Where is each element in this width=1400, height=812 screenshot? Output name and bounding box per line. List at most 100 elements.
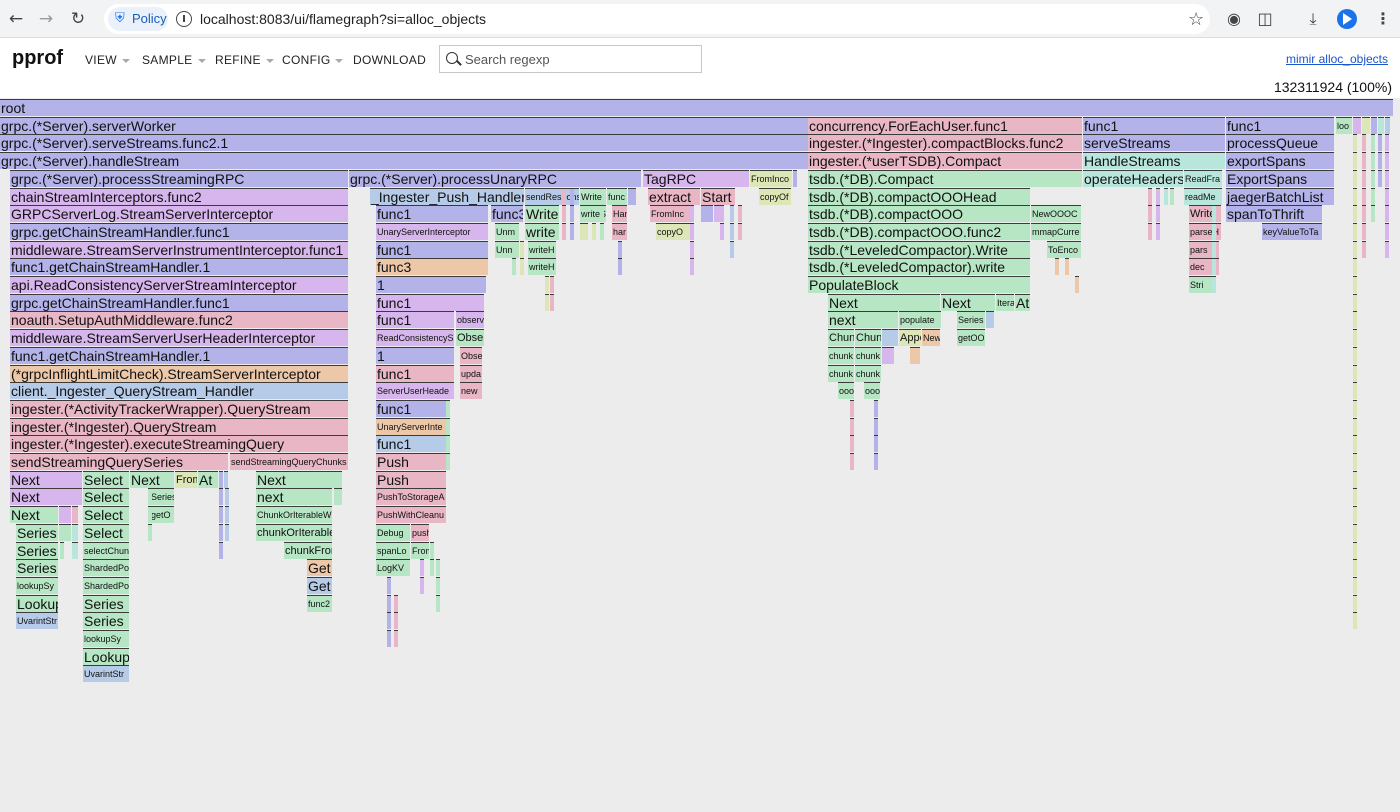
flame-frame-sliver[interactable] xyxy=(1371,169,1375,187)
flame-frame[interactable]: ingester.(*userTSDB).Compact xyxy=(808,152,1082,170)
flame-frame[interactable]: func1 xyxy=(376,293,484,311)
flame-frame[interactable]: api.ReadConsistencyServerStreamIntercept… xyxy=(10,276,348,293)
flame-frame[interactable]: concurrency.ForEachUser.func1 xyxy=(808,116,1082,134)
flame-frame[interactable]: ReadFra xyxy=(1184,169,1222,187)
flame-frame-sliver[interactable] xyxy=(1385,169,1389,187)
flame-frame[interactable]: Get xyxy=(307,576,332,594)
flame-frame-sliver[interactable] xyxy=(1353,382,1357,400)
flame-frame[interactable]: ShardedPo xyxy=(83,576,129,594)
flame-frame[interactable]: chunk xyxy=(855,346,881,364)
flame-frame-sliver[interactable] xyxy=(420,559,424,577)
flame-frame-sliver[interactable] xyxy=(1212,222,1216,240)
flame-frame[interactable] xyxy=(1353,116,1361,134)
flame-frame[interactable]: Obse xyxy=(460,346,482,364)
flame-frame[interactable]: chainStreamInterceptors.func2 xyxy=(10,187,348,205)
flame-frame[interactable]: Series xyxy=(957,311,985,329)
flame-frame-sliver[interactable] xyxy=(1353,205,1357,223)
flame-frame[interactable]: UnaryServerInterceptor xyxy=(376,222,488,240)
flame-frame[interactable]: writeH xyxy=(528,240,556,258)
flame-frame[interactable]: FromInco xyxy=(750,169,792,187)
flame-frame[interactable] xyxy=(59,506,71,524)
flame-frame-sliver[interactable] xyxy=(600,205,604,223)
policy-chip[interactable]: ⛨ Policy xyxy=(108,7,168,31)
flame-frame-sliver[interactable] xyxy=(730,222,734,240)
flame-frame-sliver[interactable] xyxy=(1148,187,1152,205)
flame-frame[interactable]: Series xyxy=(83,594,129,612)
flame-frame[interactable]: Next xyxy=(10,470,82,488)
flame-frame[interactable]: Han xyxy=(612,205,627,223)
flame-frame-sliver[interactable] xyxy=(562,205,566,223)
flame-frame-sliver[interactable] xyxy=(1353,276,1357,293)
flame-frame-sliver[interactable] xyxy=(1353,523,1357,541)
flame-frame[interactable]: NewOOOC xyxy=(1031,205,1081,223)
flame-frame-sliver[interactable] xyxy=(1353,435,1357,453)
flame-frame[interactable]: Stri xyxy=(1189,276,1215,293)
search-input[interactable] xyxy=(465,46,695,72)
flame-frame-sliver[interactable] xyxy=(225,523,229,541)
flame-frame[interactable]: func xyxy=(607,187,627,205)
flame-frame[interactable]: grpc.(*Server).serverWorker xyxy=(0,116,808,134)
flame-frame-sliver[interactable] xyxy=(874,453,878,470)
flame-frame-sliver[interactable] xyxy=(1353,541,1357,559)
flame-frame-sliver[interactable] xyxy=(1362,152,1366,170)
flame-frame-sliver[interactable] xyxy=(1055,258,1059,276)
flame-frame[interactable]: At xyxy=(198,470,218,488)
refine-menu[interactable]: REFINE xyxy=(215,53,274,67)
flame-frame-sliver[interactable] xyxy=(1371,134,1375,152)
flame-frame[interactable] xyxy=(1371,116,1377,134)
flame-frame[interactable]: Select xyxy=(83,488,129,506)
extension-icon[interactable]: ◉ xyxy=(1227,9,1241,28)
flame-frame[interactable]: func1 xyxy=(376,311,454,329)
flame-frame-sliver[interactable] xyxy=(850,435,854,453)
flame-frame[interactable]: middleware.StreamServerInstrumentInterce… xyxy=(10,240,348,258)
flame-frame[interactable] xyxy=(1385,116,1390,134)
profile-icon[interactable] xyxy=(1337,9,1357,29)
flame-frame-sliver[interactable] xyxy=(850,453,854,470)
flame-frame[interactable]: Unm xyxy=(495,222,519,240)
flame-frame[interactable] xyxy=(219,506,223,524)
flame-frame[interactable]: chunkFromS xyxy=(284,541,332,559)
flame-frame[interactable] xyxy=(334,488,342,506)
flame-frame[interactable]: ingester.(*Ingester).executeStreamingQue… xyxy=(10,435,348,453)
flame-frame[interactable]: PushWithCleanu xyxy=(376,506,446,524)
flame-frame[interactable]: chunk xyxy=(855,364,881,382)
flame-frame[interactable]: copyOf xyxy=(759,187,791,205)
flame-frame-sliver[interactable] xyxy=(1385,134,1389,152)
flame-frame[interactable]: pars xyxy=(1189,240,1219,258)
flame-frame-sliver[interactable] xyxy=(1385,187,1389,205)
flame-frame[interactable]: tsdb.(*DB).compactOOOHead xyxy=(808,187,1030,205)
flame-frame-sliver[interactable] xyxy=(690,258,694,276)
flame-frame-sliver[interactable] xyxy=(1353,453,1357,470)
flame-frame[interactable]: (*grpcInflightLimitCheck).StreamServerIn… xyxy=(10,364,348,382)
flame-frame-sliver[interactable] xyxy=(1353,399,1357,417)
flame-frame-sliver[interactable] xyxy=(1353,222,1357,240)
flame-frame-sliver[interactable] xyxy=(1353,346,1357,364)
flame-frame-sliver[interactable] xyxy=(1385,152,1389,170)
flame-frame[interactable]: UvarintStr xyxy=(16,612,58,630)
flame-frame-sliver[interactable] xyxy=(1353,187,1357,205)
flame-frame[interactable]: sendStreamingQueryChunks xyxy=(230,453,348,470)
flame-frame[interactable]: Select xyxy=(83,523,129,541)
flame-frame[interactable] xyxy=(219,541,223,559)
download-icon[interactable]: ⤓ xyxy=(1309,9,1317,28)
flame-frame[interactable]: Series xyxy=(16,541,58,559)
flame-frame[interactable]: UvarintStr xyxy=(83,665,129,683)
flame-frame[interactable]: selectChun xyxy=(83,541,129,559)
flame-frame-sliver[interactable] xyxy=(1065,258,1069,276)
flame-frame-sliver[interactable] xyxy=(730,205,734,223)
flame-frame[interactable]: exportSpans xyxy=(1226,152,1334,170)
flame-frame[interactable]: grpc.(*Server).processStreamingRPC xyxy=(10,169,348,187)
url-text[interactable]: localhost:8083/ui/flamegraph?si=alloc_ob… xyxy=(200,11,487,27)
flame-frame-sliver[interactable] xyxy=(1371,152,1375,170)
flame-frame[interactable]: FromInc xyxy=(650,205,692,223)
flame-frame-sliver[interactable] xyxy=(225,488,229,506)
flame-frame-sliver[interactable] xyxy=(430,559,434,577)
flame-frame-sliver[interactable] xyxy=(1353,152,1357,170)
flame-frame[interactable]: next xyxy=(256,488,332,506)
flame-frame[interactable] xyxy=(793,169,797,187)
flame-frame[interactable]: next xyxy=(828,311,898,329)
flame-frame[interactable]: Next xyxy=(10,488,82,506)
flame-frame[interactable]: ServerUserHeade xyxy=(376,382,454,400)
flame-frame[interactable]: ShardedPo xyxy=(83,559,129,577)
flame-frame[interactable]: grpc.getChainStreamHandler.func1 xyxy=(10,222,348,240)
